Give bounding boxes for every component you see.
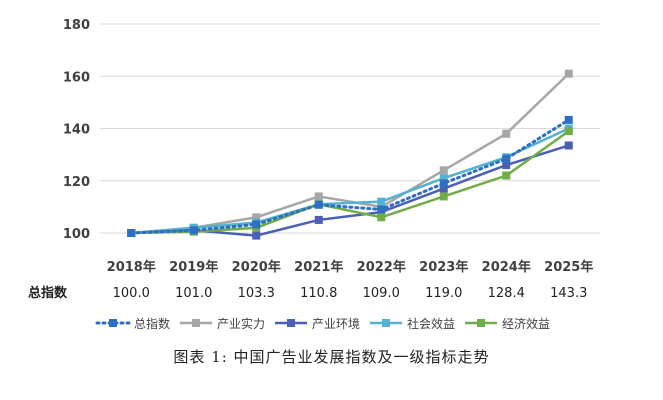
data-point: [314, 215, 323, 224]
data-point: [564, 115, 573, 124]
data-point: [377, 205, 386, 214]
table-cell: 119.0: [425, 286, 462, 301]
data-point: [439, 166, 448, 175]
legend-item: 社会效益: [370, 316, 455, 331]
data-point: [439, 179, 448, 188]
table-cell: 128.4: [488, 286, 525, 301]
y-tick-label: 140: [63, 123, 90, 138]
data-point: [502, 154, 511, 163]
x-tick-label: 2021年: [294, 259, 343, 275]
x-tick-label: 2023年: [419, 259, 468, 275]
data-point: [127, 229, 136, 237]
data-point: [502, 161, 511, 170]
data-point: [564, 141, 573, 150]
data-point: [564, 69, 573, 78]
data-point: [377, 213, 386, 222]
data-point: [564, 127, 573, 136]
y-tick-label: 100: [63, 227, 90, 242]
table-row-label: 总指数: [28, 285, 68, 301]
x-tick-label: 2020年: [232, 259, 281, 275]
series-line-3: [131, 127, 570, 235]
y-tick-label: 180: [63, 18, 90, 33]
legend-marker: [477, 319, 485, 327]
y-tick-label: 120: [63, 175, 90, 190]
legend: 总指数 产业实力 产业环境 社会效益 经济效益: [95, 316, 550, 331]
legend-label: 产业实力: [217, 316, 265, 331]
table-cell: 100.0: [113, 286, 150, 301]
legend-marker: [382, 319, 390, 327]
table-cell: 110.8: [300, 286, 337, 301]
series-line-4: [131, 130, 570, 235]
data-point: [252, 231, 261, 240]
x-tick-label: 2024年: [482, 259, 531, 275]
series-lines: [127, 69, 573, 240]
x-axis-ticks: 2018年 2019年 2020年 2021年 2022年 2023年 2024年 2025年: [107, 259, 594, 275]
legend-item: 产业环境: [275, 316, 360, 331]
data-point: [439, 192, 448, 201]
table-cell: 143.3: [550, 286, 587, 301]
data-point: [377, 197, 386, 206]
y-tick-label: 160: [63, 70, 90, 85]
legend-item: 经济效益: [465, 316, 550, 331]
legend-marker: [287, 319, 295, 327]
figure-caption: 图表 1: 中国广告业发展指数及一级指标走势: [173, 348, 490, 366]
data-point: [314, 192, 323, 201]
data-point: [314, 200, 323, 209]
data-point: [252, 220, 261, 229]
legend-label: 总指数: [134, 316, 170, 331]
y-axis-ticks: 100 120 140 160 180: [63, 18, 90, 242]
legend-item: 总指数: [95, 316, 170, 331]
data-point: [252, 213, 261, 222]
x-tick-label: 2018年: [107, 259, 156, 275]
table-cell: 103.3: [238, 286, 275, 301]
data-point: [502, 171, 511, 180]
x-tick-label: 2025年: [544, 259, 593, 275]
table-cell: 109.0: [363, 286, 400, 301]
x-tick-label: 2022年: [357, 259, 406, 275]
x-tick-label: 2019年: [169, 259, 218, 275]
legend-label: 社会效益: [407, 316, 455, 331]
legend-label: 经济效益: [502, 316, 550, 331]
table-cell: 101.0: [175, 286, 212, 301]
legend-label: 产业环境: [312, 316, 360, 331]
data-point: [502, 129, 511, 138]
data-point: [439, 174, 448, 183]
data-point: [439, 184, 448, 193]
legend-marker: [192, 319, 200, 327]
data-table: 总指数 100.0 101.0 103.3 110.8 109.0 119.0 128.4 14…: [28, 285, 587, 301]
legend-item: 产业实力: [180, 316, 265, 331]
legend-marker: [109, 319, 117, 327]
series-line-0: [129, 118, 571, 235]
data-point: [189, 226, 198, 235]
gridlines: [100, 23, 600, 234]
